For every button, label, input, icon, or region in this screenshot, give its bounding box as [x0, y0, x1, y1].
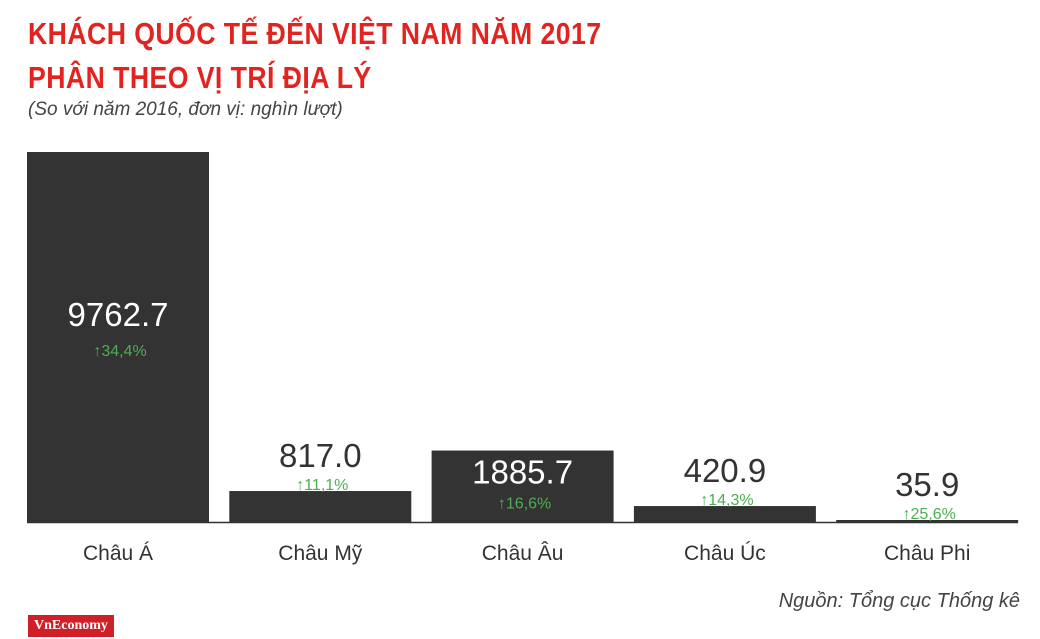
category-label-2: Châu Âu — [482, 542, 564, 565]
source-note: Nguồn: Tổng cục Thống kê — [778, 590, 1020, 612]
growth-label-2: ↑16,6% — [498, 496, 551, 513]
bar-0 — [27, 152, 209, 522]
growth-label-4: ↑25,6% — [903, 506, 956, 523]
value-label-3: 420.9 — [684, 452, 767, 489]
chart-subtitle: (So với năm 2016, đơn vị: nghìn lượt) — [28, 99, 343, 120]
chart-title-line-1: KHÁCH QUỐC TẾ ĐẾN VIỆT NAM NĂM 2017 — [28, 16, 602, 51]
value-label-2: 1885.7 — [472, 454, 573, 491]
value-label-0: 9762.7 — [68, 296, 169, 333]
bar-2 — [431, 450, 614, 522]
value-label-1: 817.0 — [279, 437, 362, 474]
growth-label-0: ↑34,4% — [93, 343, 146, 360]
category-label-1: Châu Mỹ — [278, 542, 363, 565]
category-label-3: Châu Úc — [684, 542, 766, 565]
growth-label-1: ↑11,1% — [296, 477, 348, 494]
vneconomy-logo: VnEconomy — [28, 615, 114, 637]
value-label-4: 35.9 — [895, 466, 959, 503]
category-label-0: Châu Á — [83, 542, 153, 565]
chart-title-line-2: PHÂN THEO VỊ TRÍ ĐỊA LÝ — [28, 60, 372, 95]
bar-4 — [836, 520, 1019, 522]
category-label-4: Châu Phi — [884, 542, 970, 565]
growth-label-3: ↑14,3% — [700, 492, 753, 509]
bar-3 — [633, 506, 816, 522]
bar-1 — [229, 491, 412, 522]
